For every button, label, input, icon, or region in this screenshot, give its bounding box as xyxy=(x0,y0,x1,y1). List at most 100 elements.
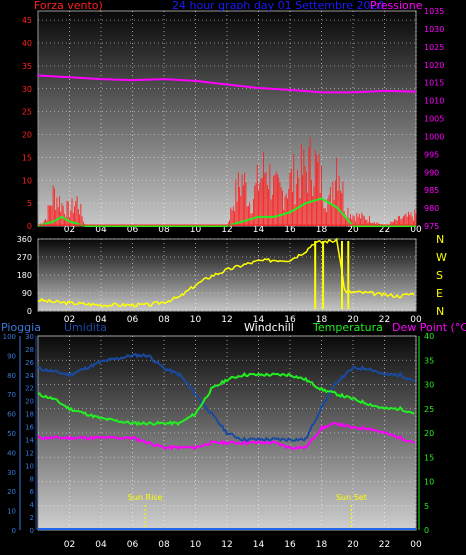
temp-tick-label: 35 xyxy=(424,356,434,365)
temp-tick-label: 20 xyxy=(424,429,434,438)
wind-axis-title: Forza vento) xyxy=(34,0,103,12)
pressure-tick-label: 1005 xyxy=(424,115,444,124)
x-tick-label: 02 xyxy=(64,315,75,325)
x-tick-label: 16 xyxy=(284,540,296,550)
pressure-tick-label: 975 xyxy=(424,222,439,231)
pressure-tick-label: 1030 xyxy=(424,25,444,34)
humidity-tick-label: 6 xyxy=(30,488,35,496)
x-tick-label: 06 xyxy=(127,315,139,325)
temp-tick-label: 0 xyxy=(424,526,429,535)
wind-tick-label: 30 xyxy=(22,85,32,94)
temp-tick-label: 5 xyxy=(424,502,429,511)
rain-tick-label: 100 xyxy=(3,333,16,341)
x-tick-label: 06 xyxy=(127,540,139,550)
wind-tick-label: 25 xyxy=(22,108,32,117)
x-tick-label: 18 xyxy=(316,315,328,325)
pressure-tick-label: 985 xyxy=(424,186,439,195)
x-tick-label: 18 xyxy=(316,540,328,550)
pressure-tick-label: 1010 xyxy=(424,97,444,106)
pressure-tick-label: 990 xyxy=(424,168,439,177)
x-tick-label: 00 xyxy=(410,540,422,550)
temp-tick-label: 40 xyxy=(424,332,434,341)
pressure-tick-label: 1000 xyxy=(424,132,444,141)
pressure-tick-label: 1025 xyxy=(424,43,444,52)
pressure-tick-label: 995 xyxy=(424,150,439,159)
x-tick-label: 16 xyxy=(284,315,296,325)
rain-tick-label: 20 xyxy=(7,488,16,496)
humidity-tick-label: 14 xyxy=(25,436,34,444)
humidity-tick-label: 26 xyxy=(25,359,34,367)
humidity-tick-label: 24 xyxy=(25,372,34,380)
wind-tick-label: 5 xyxy=(27,199,32,208)
x-tick-label: 04 xyxy=(95,315,107,325)
x-tick-label: 10 xyxy=(190,540,202,550)
pressure-tick-label: 980 xyxy=(424,204,439,213)
x-tick-label: 08 xyxy=(158,540,170,550)
compass-label: N xyxy=(436,305,444,318)
direction-tick-label: 0 xyxy=(27,307,32,316)
rain-tick-label: 0 xyxy=(12,527,16,535)
x-tick-label: 16 xyxy=(284,225,296,235)
rain-tick-label: 90 xyxy=(7,352,16,360)
temp-tick-label: 15 xyxy=(424,453,434,462)
x-tick-label: 14 xyxy=(253,540,265,550)
x-tick-label: 02 xyxy=(64,225,75,235)
rain-tick-label: 50 xyxy=(7,430,16,438)
compass-label: W xyxy=(436,251,447,264)
wind-tick-label: 10 xyxy=(22,176,32,185)
rain-tick-label: 40 xyxy=(7,449,16,457)
humidity-tick-label: 18 xyxy=(25,411,34,419)
rain-tick-label: 30 xyxy=(7,469,16,477)
pressure-tick-label: 1035 xyxy=(424,7,444,16)
x-tick-label: 02 xyxy=(64,540,75,550)
wind-tick-label: 40 xyxy=(22,39,32,48)
humidity-tick-label: 12 xyxy=(25,449,34,457)
pressure-axis-title: Pressione xyxy=(370,0,423,12)
wind-tick-label: 35 xyxy=(22,62,32,71)
x-tick-label: 00 xyxy=(410,315,422,325)
rain-tick-label: 60 xyxy=(7,411,16,419)
humidity-tick-label: 2 xyxy=(30,514,34,522)
x-tick-label: 14 xyxy=(253,315,265,325)
temp-tick-label: 30 xyxy=(424,381,434,390)
humidity-tick-label: 10 xyxy=(25,462,34,470)
wind-tick-label: 20 xyxy=(22,131,32,140)
humidity-tick-label: 30 xyxy=(25,333,34,341)
x-tick-label: 12 xyxy=(221,315,232,325)
direction-tick-label: 90 xyxy=(22,289,32,298)
rain-tick-label: 70 xyxy=(7,391,16,399)
x-tick-label: 20 xyxy=(347,315,359,325)
x-tick-label: 08 xyxy=(158,315,170,325)
chart-title: 24 hour graph day 01 Settembre 2020 xyxy=(172,0,385,12)
pressure-tick-label: 1015 xyxy=(424,79,444,88)
sunrise-label: Sun Rise xyxy=(128,493,163,502)
pressure-tick-label: 1020 xyxy=(424,61,444,70)
x-tick-label: 22 xyxy=(379,540,390,550)
compass-label: E xyxy=(436,287,443,300)
direction-tick-label: 180 xyxy=(17,271,32,280)
temp-tick-label: 10 xyxy=(424,478,434,487)
x-tick-label: 14 xyxy=(253,225,265,235)
x-tick-label: 18 xyxy=(316,225,328,235)
wind-tick-label: 15 xyxy=(22,153,32,162)
x-tick-label: 20 xyxy=(347,540,359,550)
x-tick-label: 10 xyxy=(190,315,202,325)
direction-tick-label: 270 xyxy=(17,253,32,262)
wind-tick-label: 45 xyxy=(22,16,32,25)
compass-label: S xyxy=(436,269,443,282)
temp-tick-label: 25 xyxy=(424,405,434,414)
rain-tick-label: 10 xyxy=(7,508,16,516)
humidity-tick-label: 8 xyxy=(30,475,34,483)
humidity-tick-label: 4 xyxy=(30,501,35,509)
compass-label: N xyxy=(436,233,444,246)
wind-tick-label: 0 xyxy=(27,222,32,231)
x-tick-label: 22 xyxy=(379,315,390,325)
x-tick-label: 04 xyxy=(95,540,107,550)
humidity-tick-label: 16 xyxy=(25,424,34,432)
humidity-tick-label: 28 xyxy=(25,346,34,354)
humidity-tick-label: 20 xyxy=(25,398,34,406)
direction-tick-label: 360 xyxy=(17,235,32,244)
humidity-tick-label: 22 xyxy=(25,385,34,393)
sunset-label: Sun Set xyxy=(336,493,367,502)
